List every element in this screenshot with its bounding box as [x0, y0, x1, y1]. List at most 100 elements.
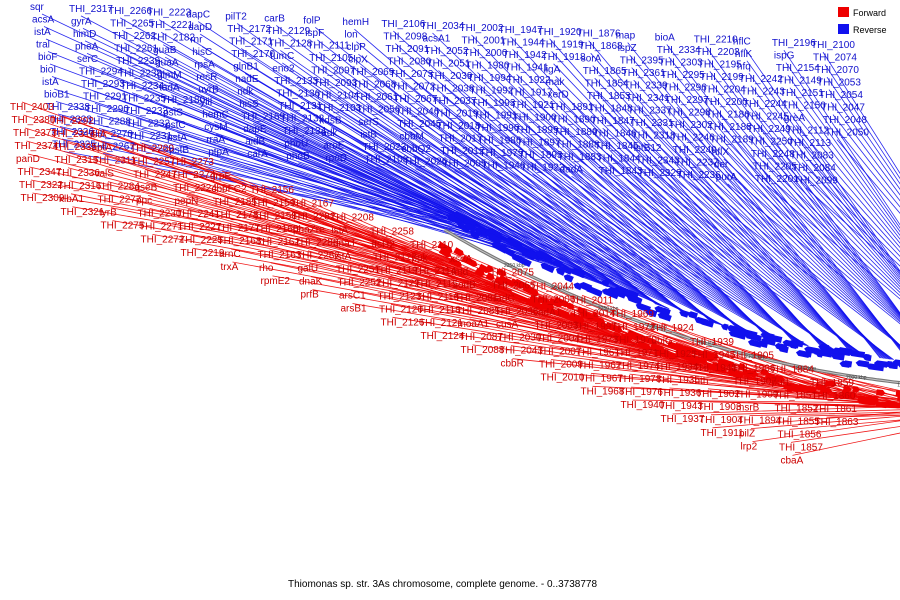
forward-feature-arrow [540, 299, 555, 310]
leader-line [549, 38, 824, 350]
forward-gene-label: THI_1905 [730, 351, 774, 362]
leader-line [374, 153, 696, 318]
reverse-gene-label: istB [360, 130, 377, 141]
leader-line [836, 139, 900, 214]
leader-line [518, 86, 801, 345]
forward-feature-arrow [448, 257, 462, 268]
forward-gene-label: THI_2085 [456, 306, 500, 317]
forward-gene-label: THI_1971 [615, 348, 659, 359]
forward-gene-label: THI_1856 [778, 429, 822, 440]
reverse-feature-arrow [830, 352, 845, 361]
forward-gene-label: THI_2168 [218, 236, 262, 247]
reverse-gene-label: THI_2334 [657, 45, 701, 56]
leader-line [366, 103, 691, 317]
reverse-gene-label: THI_2097 [311, 65, 355, 76]
forward-gene-label: rho [259, 263, 274, 274]
reverse-gene-label: THI_2150 [782, 101, 826, 112]
leader-line [307, 250, 647, 348]
leader-line [526, 136, 805, 346]
reverse-gene-label: THI_1889 [554, 127, 598, 138]
reverse-gene-label: THI_1919 [540, 39, 584, 50]
reverse-gene-label: THI_1917 [509, 87, 553, 98]
forward-feature-arrow [798, 383, 818, 393]
leader-line [66, 154, 481, 276]
reverse-gene-label: aidB [245, 137, 265, 148]
reverse-gene-label: THI_2080 [387, 57, 431, 68]
reverse-gene-label: THI_2128 [268, 38, 312, 49]
leader-line [397, 55, 714, 324]
reverse-gene-label: greA [784, 113, 805, 124]
forward-feature-arrow [819, 386, 833, 395]
forward-feature-arrow [695, 356, 708, 365]
forward-gene-label: THI_2224 [173, 183, 217, 194]
leader-line [454, 170, 753, 334]
reverse-gene-label: THI_2052 [425, 46, 469, 57]
forward-gene-label: THI_1863 [815, 417, 859, 428]
forward-gene-label: THI_2010 [541, 373, 585, 384]
forward-gene-label: THI_2177 [216, 223, 260, 234]
leader-line [795, 124, 900, 249]
reverse-gene-label: THI_1847 [591, 116, 635, 127]
leader-line [589, 359, 852, 399]
reverse-gene-label: THI_1844 [597, 154, 641, 165]
forward-gene-label: lrp2 [741, 442, 758, 453]
reverse-gene-label: THI_2231 [128, 131, 172, 142]
reverse-gene-label: istA [42, 77, 59, 88]
reverse-gene-label: THI_1979 [480, 148, 524, 159]
leader-line [590, 52, 854, 355]
reverse-gene-label: THI_2204 [702, 84, 746, 95]
reverse-gene-label: THI_1991 [474, 111, 518, 122]
reverse-gene-label: THI_1990 [476, 123, 520, 134]
forward-gene-label: THI_1997 [573, 321, 617, 332]
reverse-gene-label: THI_2103 [317, 103, 361, 114]
reverse-gene-label: THI_2098 [383, 32, 427, 43]
forward-gene-label: THI_1935 [656, 375, 700, 386]
forward-feature-arrow [632, 333, 641, 341]
reverse-gene-label: THI_2298 [667, 108, 711, 119]
forward-gene-label: THI_2178 [215, 210, 259, 221]
reverse-gene-label: carA [247, 149, 268, 160]
reverse-gene-label: kdsB [319, 115, 342, 126]
leader-line [473, 47, 769, 338]
forward-gene-label: THI_1962 [578, 360, 622, 371]
leader-line [799, 149, 900, 257]
forward-feature-arrow [824, 379, 837, 388]
reverse-gene-label: THI_2005 [443, 159, 487, 170]
forward-gene-label: dnaJ [333, 239, 355, 250]
leader-line [764, 173, 900, 297]
reverse-gene-label: THI_1854 [585, 79, 629, 90]
forward-gene-label: ftsH2 [372, 239, 396, 250]
forward-gene-label: THI_1972 [612, 322, 656, 333]
leader-line [834, 126, 900, 208]
leader-line [567, 150, 835, 352]
forward-gene-label: tyrB [99, 208, 117, 219]
reverse-gene-label: THI_2112 [786, 126, 830, 137]
reverse-gene-label: THI_2250 [749, 136, 793, 147]
forward-gene-label: THI_1851 [773, 390, 817, 401]
tick-label: 1950 kbp [897, 382, 900, 388]
leader-line [255, 135, 613, 289]
reverse-feature-arrow [679, 310, 689, 318]
reverse-gene-label: THI_2294 [79, 66, 123, 77]
reverse-gene-label: rraA [206, 135, 225, 146]
forward-gene-label: THI_2087 [459, 332, 503, 343]
reverse-gene-label: THI_2072 [391, 82, 435, 93]
reverse-gene-label: THI_2067 [393, 94, 437, 105]
reverse-gene-label: THI_2054 [819, 90, 863, 101]
leader-line [49, 63, 478, 224]
forward-gene-label: THI_2043 [499, 346, 543, 357]
forward-feature-arrow [465, 257, 478, 267]
forward-gene-label: THI_1924 [650, 323, 694, 334]
leader-line [522, 111, 803, 346]
reverse-feature-arrow [855, 360, 870, 368]
forward-gene-label: THI_2373 [13, 128, 57, 139]
reverse-gene-label: bioF [38, 52, 57, 63]
reverse-gene-label: THI_2105 [309, 53, 353, 64]
reverse-gene-label: dapD [188, 22, 212, 33]
reverse-feature-arrow [873, 360, 888, 368]
leader-line [516, 74, 799, 345]
reverse-feature-arrow [563, 274, 574, 283]
reverse-feature-arrow [699, 318, 715, 328]
reverse-gene-label: THI_2026 [403, 157, 447, 168]
forward-gene-label: THI_1857 [779, 442, 823, 453]
